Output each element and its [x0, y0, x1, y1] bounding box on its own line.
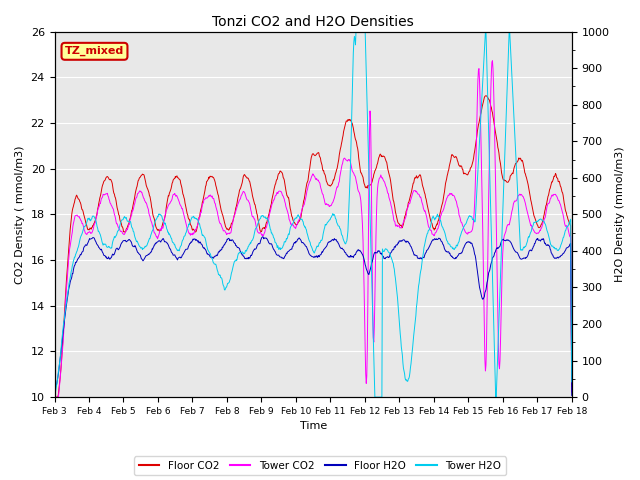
- Tower H2O: [355, 29, 363, 35]
- Floor H2O: [51, 394, 58, 400]
- Tower CO2: [76, 214, 83, 219]
- Floor CO2: [568, 384, 575, 389]
- Floor H2O: [543, 242, 550, 248]
- Tower CO2: [355, 190, 363, 195]
- Floor CO2: [147, 196, 154, 202]
- Floor H2O: [550, 255, 558, 261]
- Tower CO2: [51, 394, 58, 400]
- Tower CO2: [488, 58, 496, 64]
- Tower H2O: [568, 379, 575, 385]
- Floor H2O: [568, 393, 575, 398]
- Tower H2O: [51, 394, 58, 400]
- Tower CO2: [550, 192, 558, 197]
- Tower CO2: [543, 208, 550, 214]
- Tower H2O: [266, 221, 273, 227]
- Text: TZ_mixed: TZ_mixed: [65, 46, 124, 57]
- Floor H2O: [147, 249, 154, 255]
- Y-axis label: H2O Density (mmol/m3): H2O Density (mmol/m3): [615, 146, 625, 282]
- Tower CO2: [568, 389, 575, 395]
- Legend: Floor CO2, Tower CO2, Floor H2O, Tower H2O: Floor CO2, Tower CO2, Floor H2O, Tower H…: [134, 456, 506, 475]
- Floor CO2: [482, 93, 490, 99]
- Tower H2O: [147, 233, 154, 239]
- Line: Tower CO2: Tower CO2: [54, 61, 572, 397]
- Floor H2O: [76, 254, 83, 260]
- Tower CO2: [266, 213, 273, 219]
- Floor CO2: [266, 210, 273, 216]
- Line: Tower H2O: Tower H2O: [54, 32, 572, 397]
- X-axis label: Time: Time: [300, 421, 327, 432]
- Tower H2O: [550, 244, 558, 250]
- Tower H2O: [543, 225, 550, 231]
- Line: Floor CO2: Floor CO2: [54, 96, 572, 397]
- Line: Floor H2O: Floor H2O: [54, 237, 572, 397]
- Floor H2O: [266, 241, 273, 247]
- Title: Tonzi CO2 and H2O Densities: Tonzi CO2 and H2O Densities: [212, 15, 414, 29]
- Floor CO2: [355, 159, 363, 165]
- Floor CO2: [543, 202, 550, 208]
- Tower H2O: [76, 240, 83, 245]
- Tower CO2: [147, 216, 154, 222]
- Floor H2O: [259, 234, 266, 240]
- Floor CO2: [51, 394, 58, 400]
- Floor CO2: [76, 197, 83, 203]
- Floor CO2: [550, 174, 558, 180]
- Floor H2O: [356, 247, 364, 253]
- Tower H2O: [481, 29, 489, 35]
- Y-axis label: CO2 Density ( mmol/m3): CO2 Density ( mmol/m3): [15, 145, 25, 284]
